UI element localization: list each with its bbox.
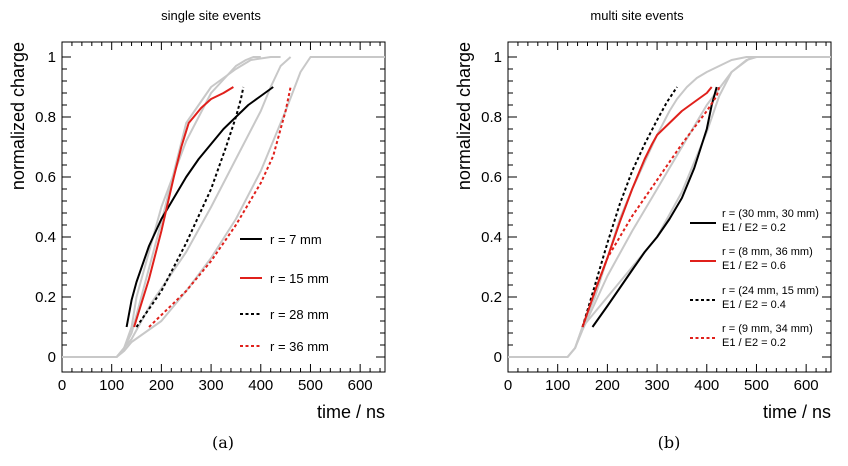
background-curve [62,56,385,358]
plot-frame [61,41,386,373]
legend-label: r = 28 mm [270,307,329,322]
background-curve [62,56,261,358]
y-tick-label: 0.6 [35,169,56,186]
background-curves [508,56,831,358]
series-line [591,86,718,328]
legend-ratio: E1 / E2 = 0.2 [722,222,786,234]
x-axis-label: time / ns [317,402,385,422]
legend-label: r = 15 mm [270,271,329,286]
y-tick-label: 1 [494,49,502,66]
legend-label: r = (9 mm, 34 mm) [722,323,813,335]
chart-title: multi site events [590,8,684,23]
y-tick-label: 0.2 [481,289,502,306]
y-tick-label: 0 [494,349,502,366]
background-curve [62,56,292,358]
legend-label: r = (24 mm, 15 mm) [722,285,819,297]
y-tick-label: 0.8 [481,109,502,126]
y-tick-label: 0.6 [481,169,502,186]
y-tick-label: 0.4 [35,229,56,246]
legend-label: r = 36 mm [270,339,329,354]
x-tick-label: 600 [794,377,819,394]
legend-ratio: E1 / E2 = 0.2 [722,337,786,349]
chart-panel-single-site: single site events 0 100 200 300 400 500 60000… [8,8,386,452]
x-tick-label: 400 [694,377,719,394]
background-curve [508,56,831,358]
x-tick-label: 200 [595,377,620,394]
series-lines [125,86,292,328]
background-curve [508,56,757,358]
x-tick-label: 500 [298,377,323,394]
y-tick-label: 0.2 [35,289,56,306]
x-tick-label: 0 [58,377,66,394]
legend-ratio: E1 / E2 = 0.4 [722,299,786,311]
chart-title: single site events [161,8,261,23]
series-line [133,86,234,328]
y-axis-label: normalized charge [454,42,474,190]
background-curve [508,56,757,358]
y-axis-label: normalized charge [8,42,28,190]
background-curves [62,56,385,358]
panel-caption: (a) [212,433,234,452]
legend-ratio: E1 / E2 = 0.6 [722,260,786,272]
y-tick-label: 0.4 [481,229,502,246]
x-axis-label: time / ns [763,402,831,422]
x-tick-label: 300 [199,377,224,394]
axis-ticks: 0 100 200 300 400 500 600 0 0.2 0.4 0.6 0.8 1 [481,42,831,394]
series-line [148,86,292,328]
legend: r = 7 mm r = 15 mm r = 28 mm r = 36 mm [240,232,329,354]
legend-label: r = (30 mm, 30 mm) [722,208,819,220]
x-tick-label: 0 [504,377,512,394]
series-line [135,86,245,328]
plot-frame [507,41,832,373]
legend-label: r = 7 mm [270,232,322,247]
legend-label: r = (8 mm, 36 mm) [722,246,813,258]
x-tick-label: 600 [348,377,373,394]
y-tick-label: 1 [48,49,56,66]
chart-panel-multi-site: multi site events 0 100 200 300 400 500 600 0 0.… [454,8,832,452]
axis-ticks: 0 100 200 300 400 500 600 0 0.2 0.4 0.6 0.8 1 [35,42,385,394]
x-tick-label: 200 [149,377,174,394]
x-tick-label: 500 [744,377,769,394]
y-tick-label: 0.8 [35,109,56,126]
x-tick-label: 300 [645,377,670,394]
x-tick-label: 400 [248,377,273,394]
y-tick-label: 0 [48,349,56,366]
background-curve [62,56,281,358]
panel-caption: (b) [658,433,681,452]
series-line [581,86,721,328]
x-tick-label: 100 [99,377,124,394]
series-lines [581,86,721,328]
x-tick-label: 100 [545,377,570,394]
series-line [125,86,274,328]
legend: r = (30 mm, 30 mm) E1 / E2 = 0.2 r = (8 mm… [690,208,819,349]
